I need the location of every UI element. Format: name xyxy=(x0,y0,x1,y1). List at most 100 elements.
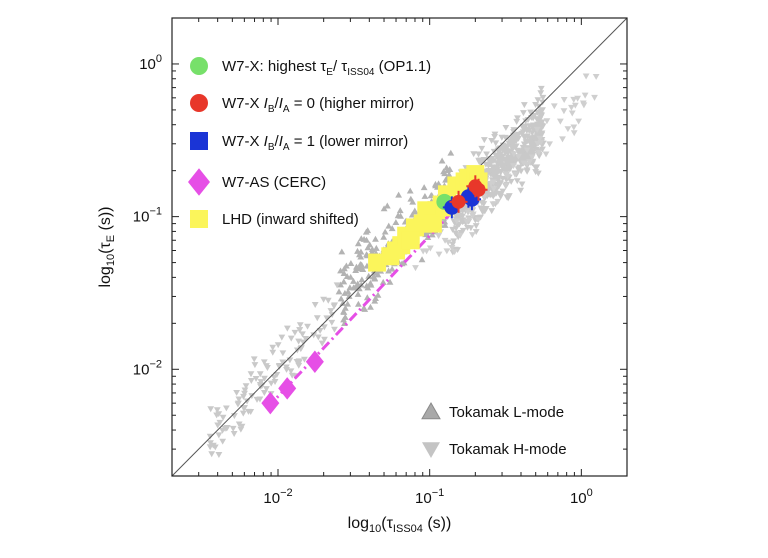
tokamak-point xyxy=(263,386,270,393)
tokamak-point xyxy=(441,237,449,244)
tokamak-point xyxy=(412,265,419,272)
tokamak-point xyxy=(386,278,394,285)
lhd-point xyxy=(401,231,420,250)
tokamak-point xyxy=(374,271,382,278)
tokamak-point xyxy=(570,96,578,103)
tokamak-point xyxy=(543,118,551,125)
tokamak-point xyxy=(480,137,488,144)
legend-label-tok_l: Tokamak L-mode xyxy=(449,404,564,421)
tokamak-point xyxy=(339,299,347,306)
tokamak-point xyxy=(385,222,393,229)
tokamak-point xyxy=(358,276,366,283)
tokamak-point xyxy=(352,267,360,274)
tokamak-point xyxy=(363,282,371,289)
legend-marker-w7x_best xyxy=(190,57,208,75)
tokamak-point xyxy=(396,207,404,214)
tokamak-point xyxy=(380,205,388,212)
tokamak-point xyxy=(340,270,348,276)
tokamak-point xyxy=(383,202,391,209)
tokamak-point xyxy=(235,396,243,403)
tokamak-point xyxy=(490,158,498,165)
tokamak-point xyxy=(535,149,543,156)
legend-text-part: W7-AS (CERC) xyxy=(222,174,326,191)
tokamak-point xyxy=(251,362,259,369)
tokamak-point xyxy=(381,228,389,235)
tick-base: 10 xyxy=(133,209,150,226)
tokamak-point xyxy=(478,145,486,152)
tokamak-point xyxy=(350,284,358,291)
tokamak-point xyxy=(494,154,502,161)
tokamak-point xyxy=(374,291,382,298)
tokamak-point xyxy=(502,134,509,141)
tokamak-point xyxy=(581,92,589,99)
legend-marker-w7x_low xyxy=(190,132,208,150)
tokamak-point xyxy=(260,359,268,366)
tokamak-point xyxy=(502,171,510,178)
tick-base: 10 xyxy=(263,490,280,507)
tokamak-point xyxy=(539,146,546,153)
tokamak-point xyxy=(539,94,547,101)
tokamak-point xyxy=(314,334,322,341)
tokamak-point xyxy=(464,224,471,231)
tokamak-point xyxy=(532,169,540,176)
tokamak-point xyxy=(222,405,230,412)
legend-label-w7x_best: W7-X: highest τE/ τISS04 (OP1.1) xyxy=(222,58,431,78)
tokamak-point xyxy=(282,364,290,371)
tokamak-point xyxy=(511,159,519,166)
tokamak-point xyxy=(502,124,510,131)
w7as-point xyxy=(261,391,280,415)
tokamak-point xyxy=(388,225,396,232)
tokamak-point xyxy=(344,288,352,295)
lhd-point xyxy=(423,214,442,233)
w7x_high-point xyxy=(451,194,466,209)
tokamak-point xyxy=(324,297,332,304)
tokamak-point xyxy=(207,406,215,413)
tokamak-point xyxy=(494,198,502,205)
tokamak-point xyxy=(310,332,318,339)
tokamak-point xyxy=(233,389,241,396)
tokamak-point xyxy=(530,113,538,120)
tokamak-point xyxy=(411,208,419,215)
legend-marker-lhd xyxy=(190,210,208,228)
tokamak-point xyxy=(316,327,324,334)
legend-sub: ISS04 xyxy=(347,67,375,78)
legend-marker-w7x_high xyxy=(190,94,208,112)
tokamak-point xyxy=(592,73,600,80)
tokamak-point xyxy=(505,140,513,147)
tokamak-point xyxy=(283,325,291,332)
plot-frame xyxy=(171,17,628,477)
tokamak-point xyxy=(515,153,522,160)
w7as-point xyxy=(305,350,324,374)
tokamak-point xyxy=(341,304,349,311)
tokamak-point xyxy=(350,277,357,284)
tokamak-point xyxy=(340,308,347,315)
tokamak-point xyxy=(372,235,379,242)
legend-italic: I xyxy=(264,95,268,112)
legend-italic: I xyxy=(279,95,283,112)
tokamak-point xyxy=(528,154,536,161)
tokamak-point xyxy=(527,109,534,116)
tokamak-point xyxy=(328,319,336,326)
legend-text-part: = 1 (lower mirror) xyxy=(290,133,409,150)
tokamak-point xyxy=(337,267,344,274)
tokamak-point xyxy=(321,336,328,343)
tokamak-point xyxy=(311,302,319,308)
tokamak-point xyxy=(354,290,362,297)
legend-sub: A xyxy=(283,104,290,115)
tokamak-point xyxy=(330,303,338,310)
tokamak-point xyxy=(279,350,287,357)
tokamak-point xyxy=(278,334,286,341)
tokamak-point xyxy=(456,212,464,219)
tokamak-point xyxy=(520,134,528,140)
tokamak-point xyxy=(531,134,539,141)
legend-marker-tok_l xyxy=(421,401,441,420)
tokamak-point xyxy=(537,120,545,127)
tokamak-point xyxy=(472,223,480,230)
tokamak-point xyxy=(338,248,346,255)
legend-text-part: / xyxy=(275,133,280,150)
tokamak-point xyxy=(453,218,461,225)
tick-exponent: −2 xyxy=(280,487,293,499)
tokamak-point xyxy=(287,368,295,375)
tokamak-point xyxy=(505,164,513,171)
